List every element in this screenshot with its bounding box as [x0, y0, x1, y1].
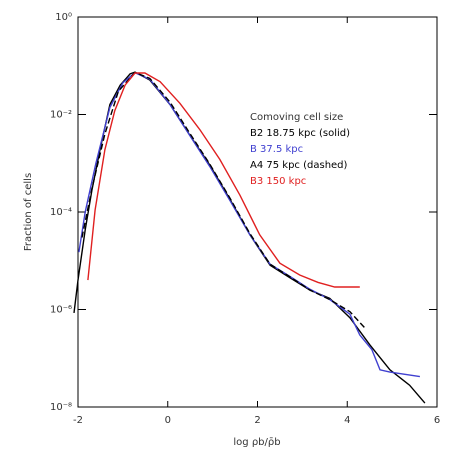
y-tick-label: 10⁻⁴	[50, 207, 72, 218]
x-tick-label: 2	[254, 415, 260, 426]
series-line	[81, 71, 366, 329]
x-tick-label: -2	[73, 415, 83, 426]
legend-entry: A4 75 kpc (dashed)	[250, 160, 348, 171]
series-line	[78, 71, 421, 378]
y-tick-label: 10⁰	[55, 12, 72, 23]
y-axis-label: Fraction of cells	[23, 173, 34, 251]
legend-title: Comoving cell size	[250, 112, 343, 123]
series-line	[87, 72, 360, 288]
x-tick-label: 0	[165, 415, 171, 426]
y-tick-label: 10⁻⁶	[50, 305, 72, 316]
legend-entry: B2 18.75 kpc (solid)	[250, 128, 350, 139]
y-tick-label: 10⁻²	[50, 110, 72, 121]
legend-entry: B 37.5 kpc	[250, 144, 303, 155]
legend-entry: B3 150 kpc	[250, 176, 306, 187]
x-axis-label: log ρb/ρ̄b	[233, 437, 280, 448]
x-tick-label: 6	[434, 415, 440, 426]
x-tick-label: 4	[344, 415, 350, 426]
y-tick-label: 10⁻⁸	[50, 402, 72, 413]
